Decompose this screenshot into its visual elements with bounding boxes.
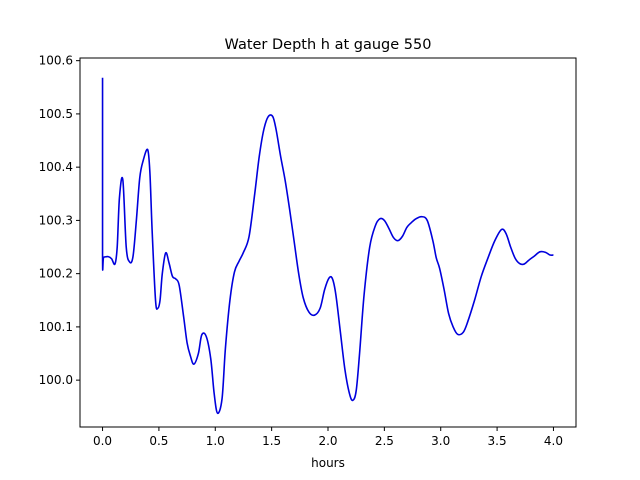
y-axis: 100.0 100.1 100.2 100.3 100.4 100.5 100.6 (39, 54, 80, 387)
x-tick-label: 3.5 (488, 434, 507, 448)
x-tick-label: 0.5 (149, 434, 168, 448)
plot-background (80, 58, 576, 427)
y-tick-label: 100.4 (39, 160, 73, 174)
y-tick-label: 100.0 (39, 373, 73, 387)
x-tick-label: 1.5 (262, 434, 281, 448)
y-tick-label: 100.3 (39, 213, 73, 227)
y-tick-label: 100.6 (39, 54, 73, 68)
x-axis: 0.0 0.5 1.0 1.5 2.0 2.5 3.0 3.5 4.0 (93, 427, 563, 448)
series-line (101, 77, 554, 415)
x-tick-label: 0.0 (93, 434, 112, 448)
x-tick-label: 3.0 (431, 434, 450, 448)
y-tick-label: 100.2 (39, 267, 73, 281)
chart-title: Water Depth h at gauge 550 (225, 37, 432, 53)
y-tick-label: 100.5 (39, 107, 73, 121)
x-tick-label: 2.0 (318, 434, 337, 448)
series-layer (101, 77, 554, 415)
x-axis-label: hours (311, 456, 345, 470)
x-tick-label: 4.0 (544, 434, 563, 448)
y-tick-label: 100.1 (39, 320, 73, 334)
plot-area (80, 58, 576, 427)
x-tick-label: 1.0 (206, 434, 225, 448)
x-tick-label: 2.5 (375, 434, 394, 448)
